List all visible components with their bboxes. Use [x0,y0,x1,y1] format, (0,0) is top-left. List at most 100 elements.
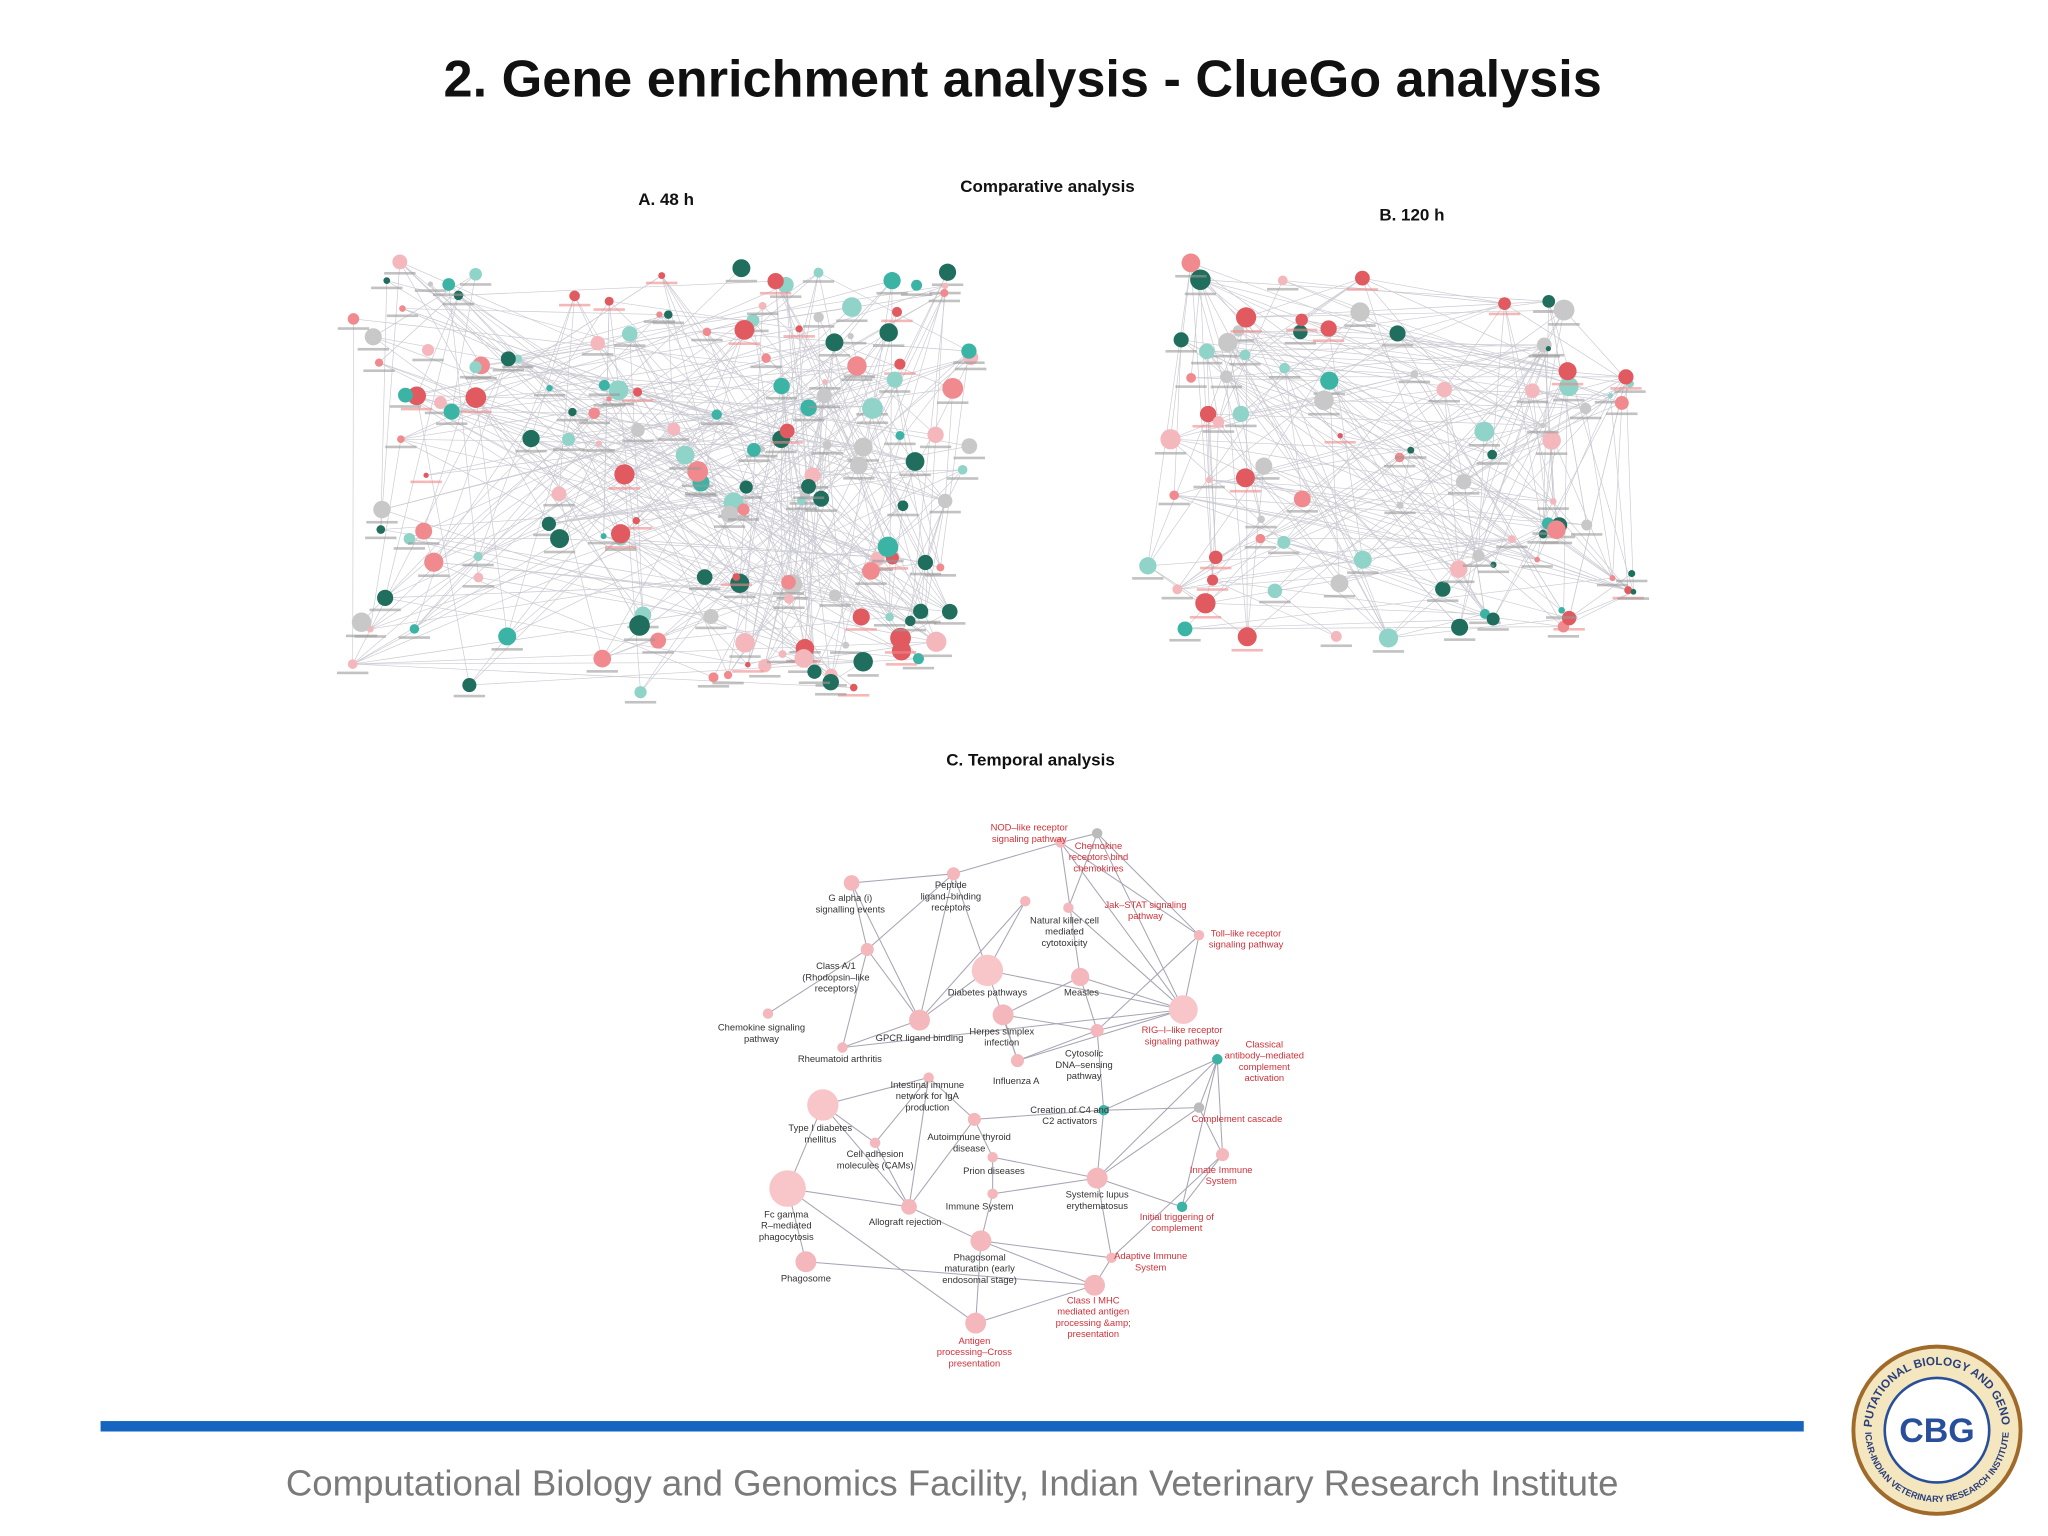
node-label-smudge [1200,566,1232,570]
edge [822,1104,910,1208]
node-label-smudge [453,694,486,698]
edge [1096,1107,1200,1179]
node [1545,346,1551,352]
edge [352,598,790,665]
node [606,396,612,402]
node [1624,586,1633,595]
edge [1174,494,1486,615]
node-label-smudge [836,319,868,323]
edge [416,295,459,396]
edge [1245,477,1443,590]
edge [433,561,921,612]
node-label-smudge [902,666,935,670]
node-label-smudge [924,574,957,577]
edge [1096,833,1184,1010]
node [800,399,817,417]
edge [788,350,970,583]
edge [475,366,825,396]
node-label-smudge [819,604,851,607]
node-label: Autoimmune thyroid [927,1131,1011,1142]
node [926,631,947,652]
node [1199,343,1215,360]
node [1435,581,1451,597]
node [1277,535,1291,549]
node [1549,497,1557,505]
node-label-smudge [357,347,389,351]
node-label-smudge [593,308,625,311]
edge [1245,317,1389,639]
edge [1174,494,1479,557]
node-label-smudge [424,411,457,415]
edge [559,443,600,539]
node-label-smudge [1477,570,1510,574]
node [853,652,873,672]
edge [373,336,573,413]
panel-heading: C. Temporal analysis [946,750,1115,769]
edge [1103,1107,1200,1111]
edge [1206,351,1460,628]
node-label-smudge [1535,452,1568,455]
node [1193,929,1205,941]
node-label-smudge [1230,330,1262,333]
node-label-smudge [720,583,752,587]
edge [700,329,745,484]
edge [378,362,890,618]
node-label: signaling pathway [1145,1035,1220,1046]
node [1507,535,1516,543]
node [1181,253,1201,273]
node [374,358,384,367]
node [1337,432,1343,439]
edge [373,336,970,447]
node-label: erythematosus [1066,1200,1128,1211]
edge [874,1077,930,1144]
edge [1226,348,1549,378]
edge [1227,301,1549,343]
node [1195,593,1216,614]
node-label: GPCR ligand binding [876,1032,964,1043]
node [443,403,460,420]
node [890,627,911,649]
edge [1067,833,1098,908]
node-label-smudge [1229,362,1261,366]
edge [874,1142,910,1208]
node-label-smudge [414,289,447,292]
node [658,272,666,280]
node [778,650,787,659]
node [1559,376,1579,397]
node-label-smudge [834,341,867,345]
edge [1493,371,1568,565]
node-label: Complement cascade [1191,1113,1282,1124]
node-label-smudge [492,368,524,372]
edge [894,379,941,568]
node-label: pathway [744,1033,779,1044]
node-label-smudge [811,451,843,455]
node-label-smudge [1395,456,1427,459]
edge [1207,414,1217,558]
edge [380,280,388,530]
edge [1245,317,1634,593]
edge [953,841,1061,875]
node-label-smudge [856,421,889,425]
edge [780,439,783,655]
node-label-smudge [1284,341,1317,345]
edge [402,308,669,316]
node-label-smudge [418,574,450,578]
edge [842,1019,920,1049]
node-label-smudge [818,353,851,357]
node [1558,362,1577,381]
node-label: Diabetes pathways [948,986,1028,997]
edge [352,365,858,665]
node-label-smudge [934,622,966,625]
node-label-smudge [1398,380,1431,384]
node [941,282,949,290]
node [703,608,719,624]
node-label-smudge [1165,349,1197,353]
edge [661,275,718,415]
edge [1096,1058,1218,1179]
node-label-smudge [1606,412,1638,416]
edge [517,342,598,360]
node [905,452,925,471]
edge [1190,262,1213,581]
node [1314,390,1334,411]
node [629,615,650,636]
